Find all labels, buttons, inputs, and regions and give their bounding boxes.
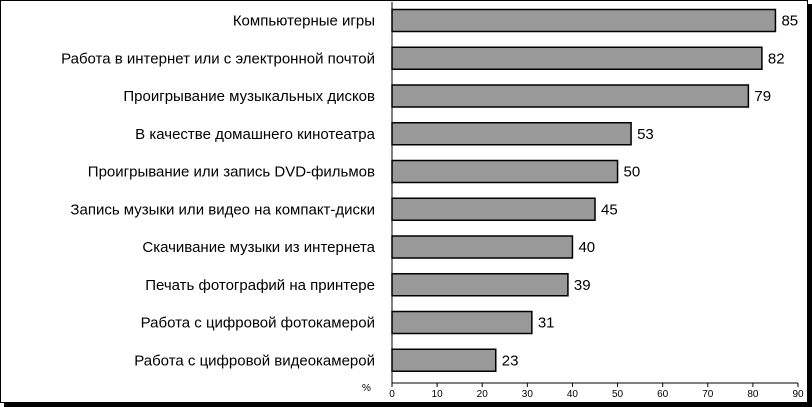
x-tick-label: 20	[477, 389, 489, 400]
value-label: 79	[754, 88, 771, 105]
bar	[391, 197, 596, 221]
category-label: Проигрывание музыкальных дисков	[123, 88, 375, 105]
x-tick-label: 30	[522, 389, 534, 400]
bar	[391, 46, 763, 70]
x-tick-label: 80	[747, 389, 759, 400]
value-label: 50	[624, 164, 641, 181]
x-tick-label: 90	[792, 389, 804, 400]
bar	[391, 235, 574, 259]
bar	[391, 348, 497, 372]
bars	[391, 8, 777, 372]
category-label: Работа с цифровой фотокамерой	[141, 315, 375, 332]
category-label: Проигрывание или запись DVD-фильмов	[88, 164, 375, 181]
x-tick-label: 0	[389, 389, 395, 400]
category-labels: Компьютерные игры Работа в интернет или с…	[61, 13, 376, 370]
value-label: 85	[781, 13, 798, 30]
bar	[391, 159, 619, 184]
bar	[391, 310, 533, 335]
bar	[391, 84, 750, 108]
value-label: 39	[574, 277, 591, 294]
x-axis-ticks: 0 10 20 30 40 50 60 70 80 90	[389, 383, 804, 400]
value-label: 53	[637, 126, 654, 143]
category-label: Скачивание музыки из интернета	[142, 239, 375, 256]
category-label: Запись музыки или видео на компакт-диски	[70, 201, 375, 218]
category-label: В качестве домашнего кинотеатра	[135, 126, 375, 143]
value-label: 23	[502, 352, 519, 369]
category-label: Работа в интернет или с электронной почт…	[61, 50, 375, 67]
value-labels: 85 82 79 53 50 45 40 39 31 23	[502, 13, 798, 370]
bar	[391, 273, 569, 297]
value-label: 31	[538, 315, 555, 332]
x-tick-label: 50	[612, 389, 624, 400]
category-label: Работа с цифровой видеокамерой	[134, 352, 375, 369]
category-label: Компьютерные игры	[233, 13, 375, 30]
bar	[391, 122, 632, 146]
x-tick-label: 40	[567, 389, 579, 400]
category-label: Печать фотографий на принтере	[145, 277, 375, 294]
x-axis-unit-label: %	[362, 383, 371, 394]
bar	[391, 8, 777, 33]
x-tick-label: 70	[702, 389, 714, 400]
bar-chart: Компьютерные игры Работа в интернет или с…	[61, 2, 804, 400]
x-tick-label: 10	[432, 389, 444, 400]
value-label: 45	[601, 201, 618, 218]
x-tick-label: 60	[657, 389, 669, 400]
value-label: 82	[768, 50, 785, 67]
value-label: 40	[578, 239, 595, 256]
